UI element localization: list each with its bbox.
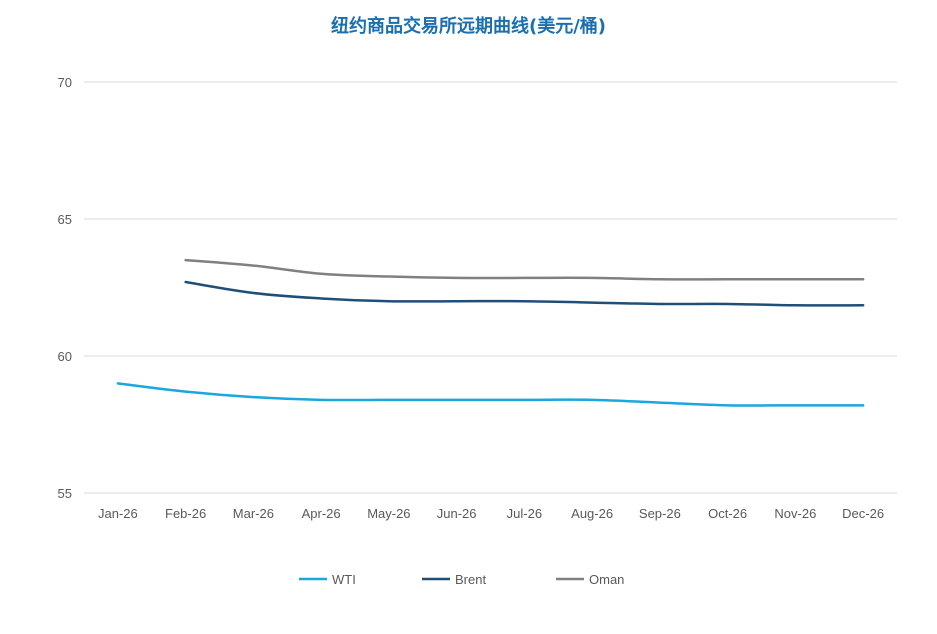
- x-tick-label: Oct-26: [708, 506, 747, 521]
- x-tick-label: Jun-26: [437, 506, 477, 521]
- x-tick-label: Aug-26: [571, 506, 613, 521]
- x-tick-label: Dec-26: [842, 506, 884, 521]
- x-tick-label: Apr-26: [302, 506, 341, 521]
- y-tick-label: 60: [58, 349, 72, 364]
- x-tick-label: Nov-26: [774, 506, 816, 521]
- x-tick-label: May-26: [367, 506, 410, 521]
- y-tick-label: 55: [58, 486, 72, 501]
- chart-title: 纽约商品交易所远期曲线(美元/桶): [330, 16, 607, 37]
- series-line-wti: [116, 382, 865, 407]
- legend-label-wti: WTI: [332, 572, 356, 587]
- x-tick-label: Sep-26: [639, 506, 681, 521]
- series-line-brent: [184, 280, 865, 307]
- legend-label-oman: Oman: [589, 572, 624, 587]
- legend-label-brent: Brent: [455, 572, 486, 587]
- x-tick-label: Feb-26: [165, 506, 206, 521]
- y-tick-label: 70: [58, 75, 72, 90]
- series-line-oman: [184, 258, 865, 281]
- x-tick-label: Mar-26: [233, 506, 274, 521]
- x-tick-label: Jul-26: [507, 506, 542, 521]
- x-tick-label: Jan-26: [98, 506, 138, 521]
- y-tick-label: 65: [58, 212, 72, 227]
